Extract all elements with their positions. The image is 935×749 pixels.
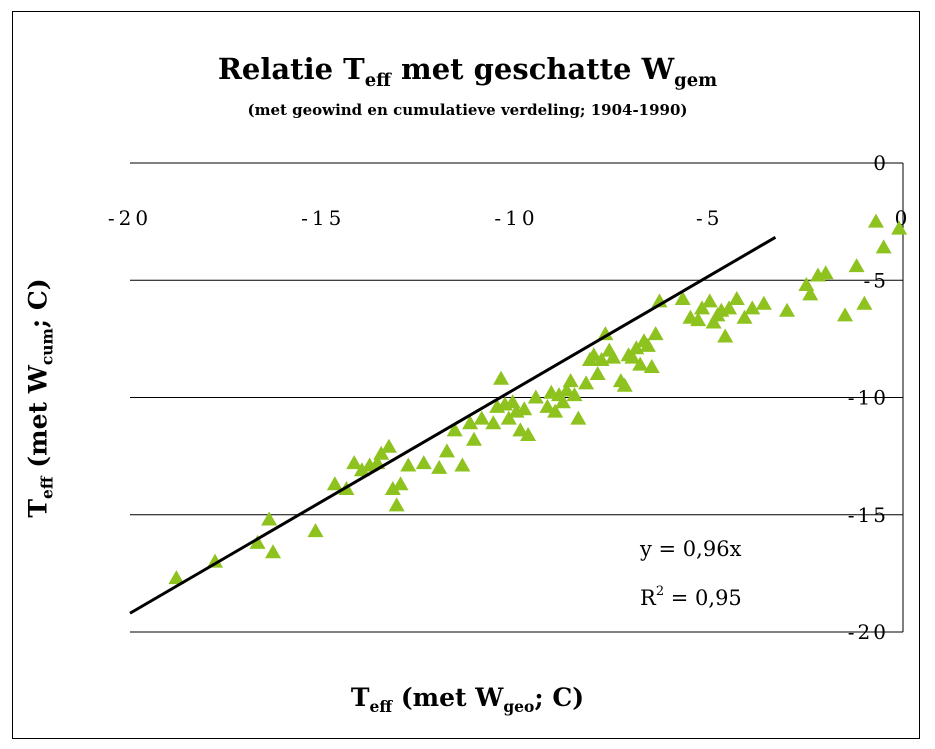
data-point bbox=[736, 309, 753, 324]
data-point bbox=[415, 455, 432, 470]
data-point bbox=[647, 326, 664, 341]
x-tick-label: -15 bbox=[301, 206, 345, 230]
data-point bbox=[307, 523, 324, 538]
y-tick-label: 0 bbox=[873, 151, 889, 175]
chart-subtitle: (met geowind en cumulatieve verdeling; 1… bbox=[247, 101, 688, 119]
data-point bbox=[539, 398, 556, 413]
data-point bbox=[431, 459, 448, 474]
data-point bbox=[636, 333, 653, 348]
data-point bbox=[454, 457, 471, 472]
data-point bbox=[570, 410, 587, 425]
data-point bbox=[755, 295, 772, 310]
data-point bbox=[207, 553, 224, 568]
data-point bbox=[353, 462, 370, 477]
data-point bbox=[380, 438, 397, 453]
data-point bbox=[717, 328, 734, 343]
data-point bbox=[249, 534, 266, 549]
data-point bbox=[578, 375, 595, 390]
data-point bbox=[516, 401, 533, 416]
data-point bbox=[265, 544, 282, 559]
data-point bbox=[566, 387, 583, 402]
data-point bbox=[643, 359, 660, 374]
equation-label: y = 0,96x bbox=[639, 537, 742, 561]
data-point bbox=[875, 239, 892, 254]
data-point bbox=[856, 295, 873, 310]
data-point bbox=[744, 300, 761, 315]
chart-title: Relatie Teff met geschatte Wgem bbox=[217, 52, 718, 91]
data-points bbox=[168, 213, 908, 585]
x-axis-label: Teff (met Wgeo; C) bbox=[350, 683, 585, 716]
data-point bbox=[485, 415, 502, 430]
data-point bbox=[632, 356, 649, 371]
data-point bbox=[446, 422, 463, 437]
data-point bbox=[628, 340, 645, 355]
trendline-group bbox=[129, 235, 777, 615]
data-point bbox=[694, 300, 711, 315]
data-point bbox=[597, 326, 614, 341]
x-tick-label: -20 bbox=[108, 206, 152, 230]
y-tick-label: -5 bbox=[864, 268, 889, 292]
data-point bbox=[500, 410, 517, 425]
y-axis-label: Teff (met Wcum; C) bbox=[23, 278, 57, 518]
data-point bbox=[817, 265, 834, 280]
data-point bbox=[400, 457, 417, 472]
data-point bbox=[616, 377, 633, 392]
x-tick-label: -5 bbox=[696, 206, 723, 230]
data-point bbox=[728, 291, 745, 306]
data-point bbox=[891, 220, 908, 235]
data-point bbox=[384, 480, 401, 495]
data-point bbox=[473, 410, 490, 425]
data-point bbox=[558, 382, 575, 397]
data-point bbox=[837, 307, 854, 322]
data-point bbox=[388, 497, 405, 512]
data-point bbox=[848, 258, 865, 273]
data-point bbox=[624, 349, 641, 364]
data-point bbox=[520, 427, 537, 442]
data-point bbox=[585, 347, 602, 362]
data-point bbox=[562, 373, 579, 388]
data-point bbox=[779, 302, 796, 317]
data-point bbox=[867, 213, 884, 228]
data-point bbox=[554, 394, 571, 409]
data-point bbox=[527, 389, 544, 404]
r-squared-label: R2 = 0,95 bbox=[640, 584, 742, 610]
data-point bbox=[547, 403, 564, 418]
data-point bbox=[465, 431, 482, 446]
chart-frame bbox=[12, 11, 920, 739]
data-point bbox=[721, 300, 738, 315]
gridlines bbox=[130, 162, 903, 633]
data-point bbox=[593, 351, 610, 366]
data-point bbox=[674, 291, 691, 306]
y-tick-label: -10 bbox=[848, 386, 889, 410]
data-point bbox=[168, 570, 185, 585]
x-tick-label: -10 bbox=[494, 206, 538, 230]
y-tick-label: -15 bbox=[848, 503, 889, 527]
data-point bbox=[493, 370, 510, 385]
data-point bbox=[346, 455, 363, 470]
data-point bbox=[438, 443, 455, 458]
data-point bbox=[373, 445, 390, 460]
data-point bbox=[589, 366, 606, 381]
data-point bbox=[701, 293, 718, 308]
data-point bbox=[605, 349, 622, 364]
y-tick-label: -20 bbox=[848, 620, 889, 644]
data-point bbox=[392, 476, 409, 491]
data-point bbox=[512, 422, 529, 437]
trendline bbox=[129, 235, 777, 615]
data-point bbox=[462, 415, 479, 430]
data-point bbox=[261, 511, 278, 526]
axes: 0-5-10-15-20-20 -15 -10 -5 0 bbox=[108, 151, 907, 644]
data-point bbox=[690, 312, 707, 327]
data-point bbox=[802, 286, 819, 301]
data-point bbox=[705, 314, 722, 329]
data-point bbox=[326, 476, 343, 491]
